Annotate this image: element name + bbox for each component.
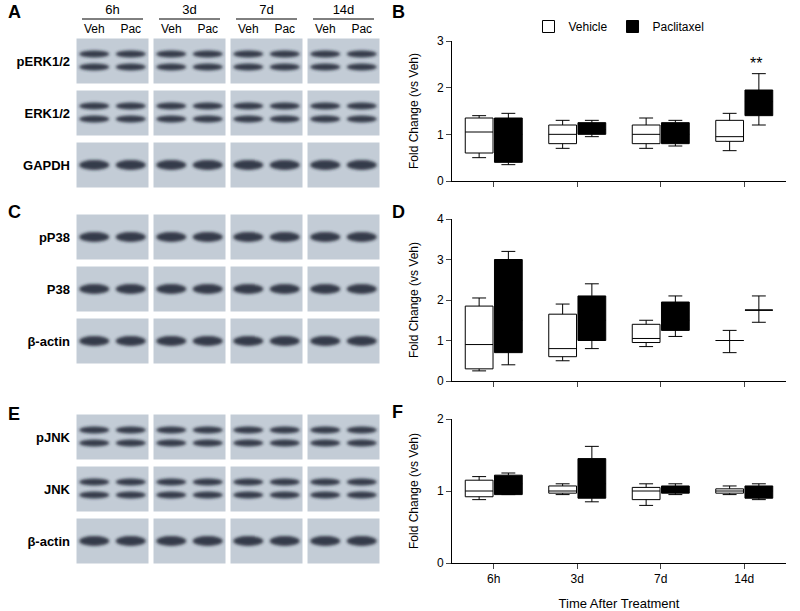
svg-text:0: 0: [437, 174, 444, 188]
svg-text:Fold Change (vs Veh): Fold Change (vs Veh): [407, 433, 421, 549]
svg-text:0: 0: [437, 556, 444, 570]
svg-text:1: 1: [437, 128, 444, 142]
svg-text:Pac: Pac: [274, 22, 295, 36]
svg-text:14d: 14d: [734, 572, 754, 586]
svg-text:Pac: Pac: [197, 22, 218, 36]
svg-text:0: 0: [437, 374, 444, 388]
svg-text:**: **: [750, 55, 762, 72]
html-text:B: B: [392, 2, 405, 22]
svg-text:6h: 6h: [487, 572, 500, 586]
svg-text:A: A: [8, 2, 21, 22]
svg-text:7d: 7d: [259, 2, 273, 17]
svg-text:E: E: [8, 404, 20, 424]
svg-text:P38: P38: [47, 282, 70, 297]
svg-text:Veh: Veh: [84, 22, 105, 36]
svg-text:6h: 6h: [105, 2, 119, 17]
svg-text:pERK1/2: pERK1/2: [17, 54, 70, 69]
svg-text:pJNK: pJNK: [36, 430, 71, 445]
svg-text:3: 3: [437, 34, 444, 48]
svg-text:GAPDH: GAPDH: [23, 158, 70, 173]
svg-text:β-actin: β-actin: [27, 334, 70, 349]
svg-text:β-actin: β-actin: [27, 534, 70, 549]
svg-text:3d: 3d: [182, 2, 196, 17]
svg-text:JNK: JNK: [44, 482, 71, 497]
svg-text:1: 1: [437, 334, 444, 348]
svg-text:2: 2: [437, 81, 444, 95]
svg-text:3: 3: [437, 253, 444, 267]
svg-text:Veh: Veh: [238, 22, 259, 36]
svg-text:Pac: Pac: [120, 22, 141, 36]
svg-text:2: 2: [437, 412, 444, 426]
svg-text:Fold Change (vs Veh): Fold Change (vs Veh): [407, 53, 421, 169]
svg-text:Veh: Veh: [315, 22, 336, 36]
svg-text:4: 4: [437, 212, 444, 226]
svg-text:1: 1: [437, 484, 444, 498]
svg-text:Fold Change (vs Veh): Fold Change (vs Veh): [407, 242, 421, 358]
html-text:D: D: [392, 202, 405, 222]
svg-text:Veh: Veh: [161, 22, 182, 36]
svg-text:C: C: [8, 202, 21, 222]
svg-text:7d: 7d: [654, 572, 667, 586]
svg-text:Vehicle: Vehicle: [569, 20, 608, 34]
svg-text:14d: 14d: [333, 2, 355, 17]
svg-text:Pac: Pac: [351, 22, 372, 36]
svg-text:pP38: pP38: [39, 230, 70, 245]
svg-text:ERK1/2: ERK1/2: [24, 106, 70, 121]
html-text:F: F: [392, 402, 403, 422]
svg-text:2: 2: [437, 293, 444, 307]
svg-text:3d: 3d: [571, 572, 584, 586]
svg-text:Time After Treatment: Time After Treatment: [559, 596, 680, 611]
svg-text:Paclitaxel: Paclitaxel: [653, 20, 704, 34]
